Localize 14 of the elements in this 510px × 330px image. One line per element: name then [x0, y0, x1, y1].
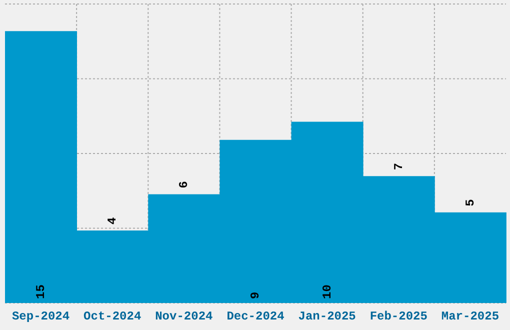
data-label: 5: [463, 199, 478, 206]
data-label: 6: [177, 181, 192, 188]
data-label: 15: [34, 284, 48, 299]
x-tick-label: Nov-2024: [155, 310, 213, 324]
data-label: 9: [248, 292, 263, 299]
x-tick-label: Sep-2024: [12, 310, 70, 324]
data-label: 10: [320, 284, 334, 299]
x-tick-label: Feb-2025: [370, 310, 428, 324]
x-tick-label: Mar-2025: [441, 310, 500, 324]
data-label: 4: [106, 217, 120, 225]
data-label: 7: [392, 162, 406, 170]
x-tick-label: Dec-2024: [226, 310, 284, 324]
x-tick-label: Jan-2025: [298, 310, 356, 324]
x-tick-label: Oct-2024: [84, 310, 142, 324]
